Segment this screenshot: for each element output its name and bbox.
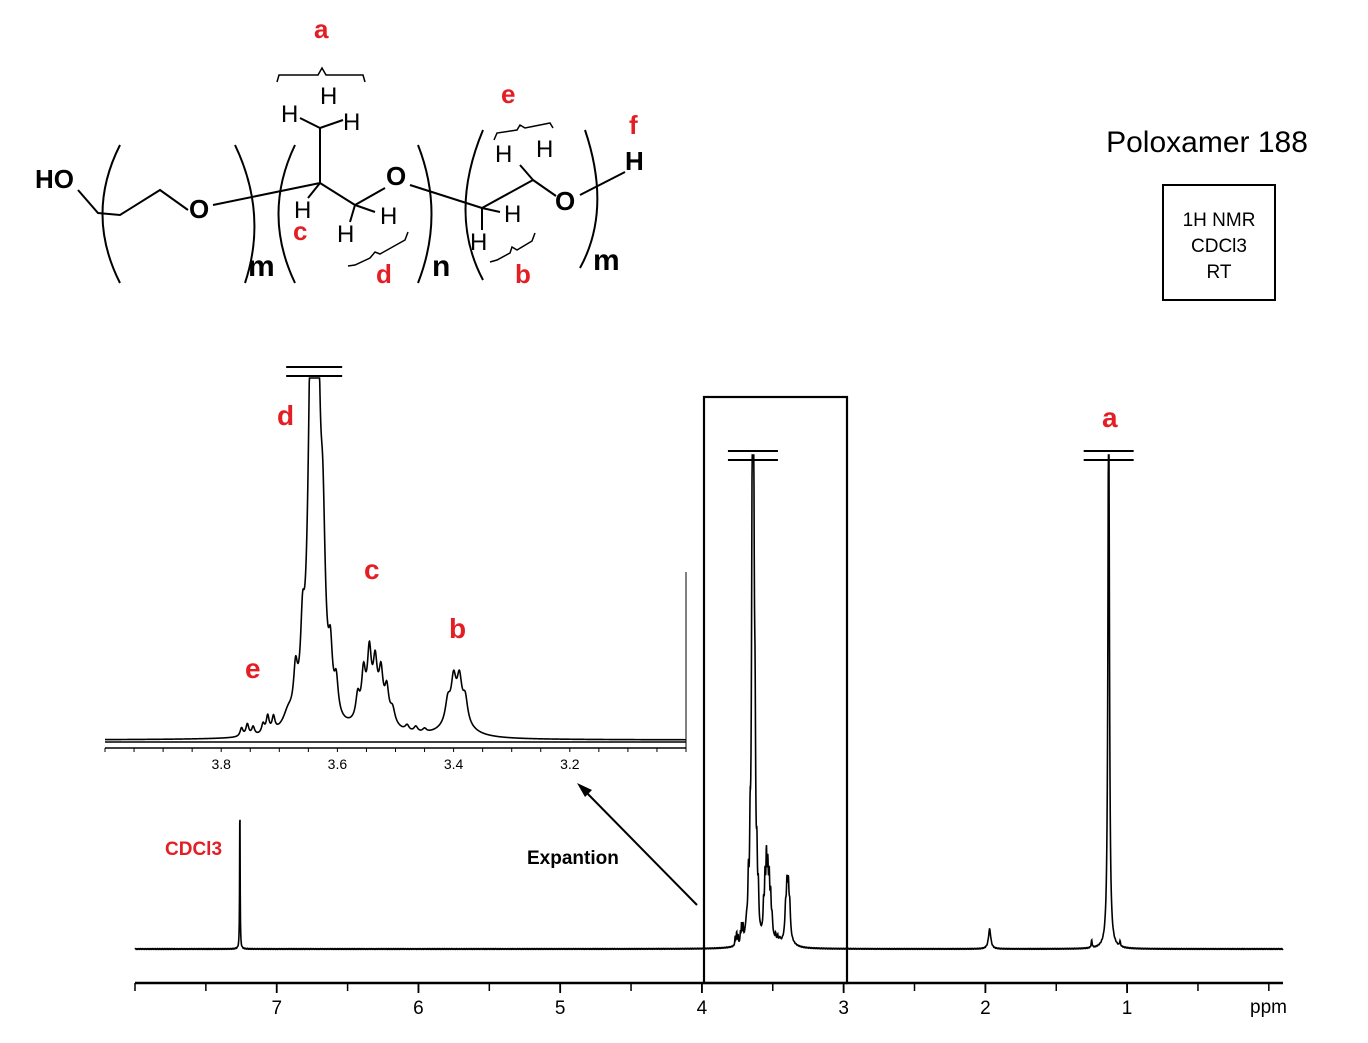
- right-parenthesis: [417, 144, 433, 284]
- atom-label: H: [625, 146, 644, 176]
- main-spectrum-trace: [134, 454, 1284, 951]
- bond: [354, 204, 376, 213]
- bond: [319, 182, 356, 206]
- peak-label-e: e: [245, 653, 261, 684]
- atom-label: H: [281, 101, 298, 128]
- right-parenthesis: [234, 144, 256, 284]
- tick-label: 3.4: [444, 756, 464, 772]
- expansion-label: Expantion: [527, 848, 619, 869]
- inset-spectrum-trace: [105, 377, 686, 741]
- proton-label-c: c: [293, 216, 307, 246]
- proton-label-f: f: [629, 110, 638, 140]
- bond: [307, 182, 321, 199]
- conditions-line: 1H NMR: [1183, 210, 1256, 231]
- right-parenthesis: [579, 129, 599, 269]
- peak-label-c: c: [364, 554, 380, 585]
- tick-label: 3: [838, 998, 849, 1019]
- atom-label: H: [343, 109, 360, 136]
- bond: [319, 119, 344, 129]
- atom-label: O: [189, 194, 209, 224]
- atom-label: H: [536, 136, 553, 163]
- chemical-structure: [77, 66, 626, 284]
- expansion-region-box: [702, 395, 849, 985]
- atom-label: H: [320, 83, 337, 110]
- atom-label: H: [380, 203, 397, 230]
- arrowhead-icon: [577, 783, 592, 797]
- bond: [532, 179, 557, 197]
- peak-label-a: a: [1102, 402, 1118, 433]
- atom-label: H: [504, 201, 521, 228]
- atom-label: O: [555, 186, 575, 216]
- brace-a: [276, 66, 366, 83]
- atom-label: H: [294, 197, 311, 224]
- conditions-line: CDCl3: [1191, 236, 1247, 257]
- tick-label: 7: [271, 998, 282, 1019]
- repeat-label: n: [432, 250, 450, 283]
- x-axis-unit-label: ppm: [1250, 997, 1287, 1018]
- atom-label: H: [495, 141, 512, 168]
- atom-label: O: [386, 161, 406, 191]
- tick-label: 4: [697, 998, 708, 1019]
- bond: [481, 179, 534, 209]
- left-parenthesis: [464, 129, 484, 281]
- tick-label: 3.8: [211, 756, 231, 772]
- atom-label: HO: [35, 164, 74, 194]
- conditions-box: [1162, 184, 1276, 301]
- brace-e: [493, 122, 554, 141]
- proton-label-b: b: [515, 259, 531, 289]
- bond: [299, 117, 321, 129]
- bond: [77, 188, 189, 217]
- atom-label: H: [337, 221, 354, 248]
- proton-label-e: e: [501, 79, 515, 109]
- bond: [349, 204, 356, 223]
- tick-label: 3.2: [560, 756, 580, 772]
- structure-atoms: HO O H H H H H H O H H H H O H m n m a c…: [35, 14, 644, 289]
- tick-label: 1: [1122, 998, 1133, 1019]
- tick-label: 5: [555, 998, 566, 1019]
- repeat-label: m: [248, 250, 275, 283]
- solvent-peak-label: CDCl3: [165, 839, 222, 860]
- left-parenthesis: [277, 144, 296, 284]
- bond: [409, 184, 483, 209]
- brace-d: [347, 231, 409, 267]
- proton-label-a: a: [314, 14, 329, 44]
- conditions-line: RT: [1207, 262, 1232, 283]
- bond: [354, 187, 386, 206]
- left-parenthesis: [101, 144, 121, 284]
- bond: [481, 207, 501, 213]
- repeat-label: m: [593, 244, 620, 277]
- peak-label-d: d: [277, 400, 294, 431]
- expansion-arrow: [577, 783, 698, 906]
- proton-label-d: d: [376, 259, 392, 289]
- tick-label: 2: [980, 998, 991, 1019]
- peak-break-marks: [727, 450, 1134, 461]
- tick-label: 6: [413, 998, 424, 1019]
- bond: [519, 164, 534, 181]
- tick-label: 3.6: [328, 756, 348, 772]
- peak-label-b: b: [449, 613, 466, 644]
- bond: [579, 171, 626, 196]
- brace-b: [489, 232, 536, 263]
- inset-x-axis: 3.8 3.6 3.4 3.2: [104, 366, 687, 772]
- bond: [212, 182, 321, 206]
- figure-title: Poloxamer 188: [1106, 126, 1308, 159]
- main-x-axis: 7 6 5 4 3 2 1: [134, 981, 1283, 1019]
- atom-label: H: [470, 229, 487, 256]
